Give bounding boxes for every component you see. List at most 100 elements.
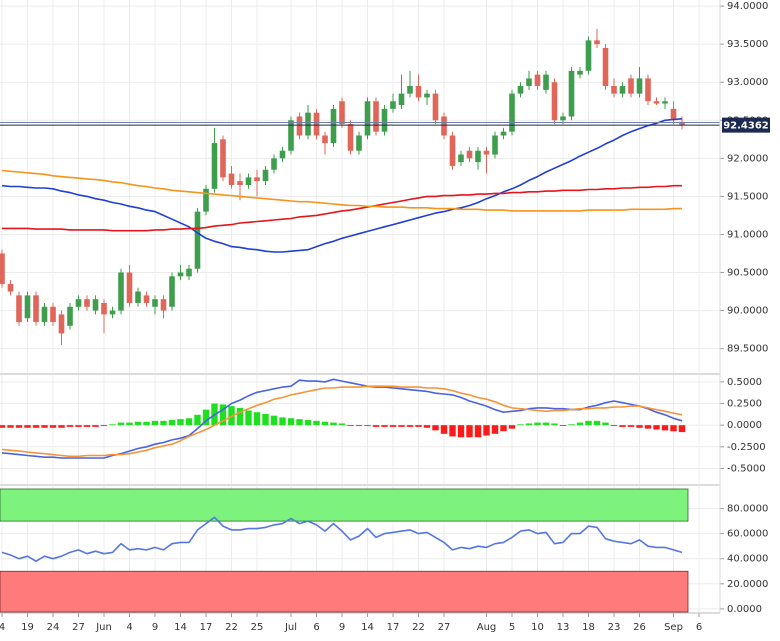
histogram-bar	[117, 422, 125, 426]
candle-body	[143, 295, 150, 303]
candle-body	[517, 86, 524, 94]
candle-body	[509, 93, 515, 132]
candle-body	[500, 131, 507, 136]
overbought-band	[0, 488, 689, 522]
y-tick-label: 40.0000	[727, 554, 768, 565]
x-tick-label: 24	[47, 622, 60, 633]
candle-body	[543, 74, 549, 90]
histogram-bar	[177, 419, 184, 426]
histogram-bar	[32, 425, 40, 428]
y-tick-label: -0.2500	[727, 442, 766, 453]
histogram-bar	[415, 425, 422, 427]
histogram-bar	[330, 422, 337, 426]
histogram-bar	[440, 425, 448, 434]
histogram-bar	[262, 413, 269, 426]
histogram-bar	[576, 422, 584, 426]
histogram-bar	[406, 425, 414, 427]
histogram-bar	[585, 420, 592, 426]
histogram-bar	[41, 425, 48, 428]
histogram-bar	[194, 414, 201, 426]
histogram-bar	[525, 423, 533, 426]
candle-body	[381, 108, 388, 132]
candle-body	[322, 135, 328, 144]
candle-body	[24, 295, 31, 319]
histogram-bar	[185, 418, 193, 426]
line-series	[1, 169, 682, 212]
last-price-box	[722, 117, 770, 133]
x-tick-label: Sep	[664, 622, 683, 633]
y-tick-label: 94.0000	[727, 1, 768, 12]
x-tick-label: 27	[72, 622, 85, 633]
histogram-bar	[381, 425, 388, 427]
histogram-bar	[287, 418, 295, 426]
y-tick-label: 0.5000	[727, 377, 762, 388]
histogram-bar	[670, 425, 677, 432]
candle-body	[262, 169, 269, 182]
candle-body	[390, 101, 396, 109]
histogram-bar	[83, 425, 91, 427]
x-tick-label: 5	[509, 622, 515, 633]
candle-body	[415, 86, 422, 98]
candle-body	[551, 82, 558, 121]
histogram-bar	[602, 422, 609, 426]
line-series	[1, 118, 683, 253]
histogram-bar	[279, 417, 286, 426]
candle-body	[398, 93, 405, 106]
histogram-bar	[7, 425, 14, 428]
y-tick-label: 60.0000	[727, 529, 768, 540]
candle-body	[602, 47, 609, 87]
histogram-bar	[610, 425, 618, 427]
candle-body	[568, 70, 575, 117]
x-tick-label: 9	[152, 622, 158, 633]
candle-body	[84, 299, 90, 307]
histogram-bar	[449, 425, 456, 437]
histogram-bar	[559, 425, 567, 427]
candle-body	[585, 40, 592, 71]
x-tick-label: 14	[361, 622, 374, 633]
histogram-bar	[372, 425, 380, 427]
histogram-bar	[296, 419, 303, 426]
candle-body	[237, 181, 243, 185]
candle-body	[373, 101, 379, 132]
candle-body	[33, 295, 39, 322]
histogram-bar	[321, 421, 329, 426]
histogram-bar	[313, 420, 320, 426]
candle-body	[0, 253, 5, 284]
x-tick-label: 6	[313, 622, 319, 633]
candle-body	[645, 78, 651, 102]
x-tick-label: 22	[225, 622, 238, 633]
candle-body	[458, 154, 464, 163]
x-tick-label: Jul	[284, 622, 297, 633]
candle-body	[611, 86, 617, 94]
candle-body	[339, 101, 345, 125]
y-tick-label: 90.5000	[727, 268, 768, 279]
y-tick-label: 93.0000	[727, 77, 768, 88]
x-tick-label: 6	[696, 622, 702, 633]
x-tick-label: 17	[200, 622, 213, 633]
candle-body	[577, 70, 583, 75]
histogram-bar	[75, 425, 82, 427]
candle-body	[449, 135, 456, 166]
candle-body	[220, 139, 226, 178]
candle-body	[160, 299, 167, 311]
last-price-label: 92.4362	[723, 121, 769, 132]
candle-body	[152, 299, 158, 307]
x-tick-label: 14	[174, 622, 187, 633]
candle-body	[560, 116, 566, 121]
histogram-bar	[66, 425, 74, 427]
candle-body	[407, 86, 413, 94]
candle-body	[126, 272, 133, 303]
histogram-bar	[432, 425, 439, 431]
data-layer	[0, 28, 720, 613]
x-tick-label: 27	[438, 622, 451, 633]
histogram-bar	[619, 425, 626, 427]
histogram-bar	[0, 425, 6, 428]
candle-body	[679, 121, 685, 125]
candle-body	[279, 150, 286, 159]
y-tick-label: 91.0000	[727, 229, 768, 240]
candle-body	[228, 173, 235, 185]
x-tick-label: 18	[582, 622, 595, 633]
x-tick-label: 19	[21, 622, 34, 633]
